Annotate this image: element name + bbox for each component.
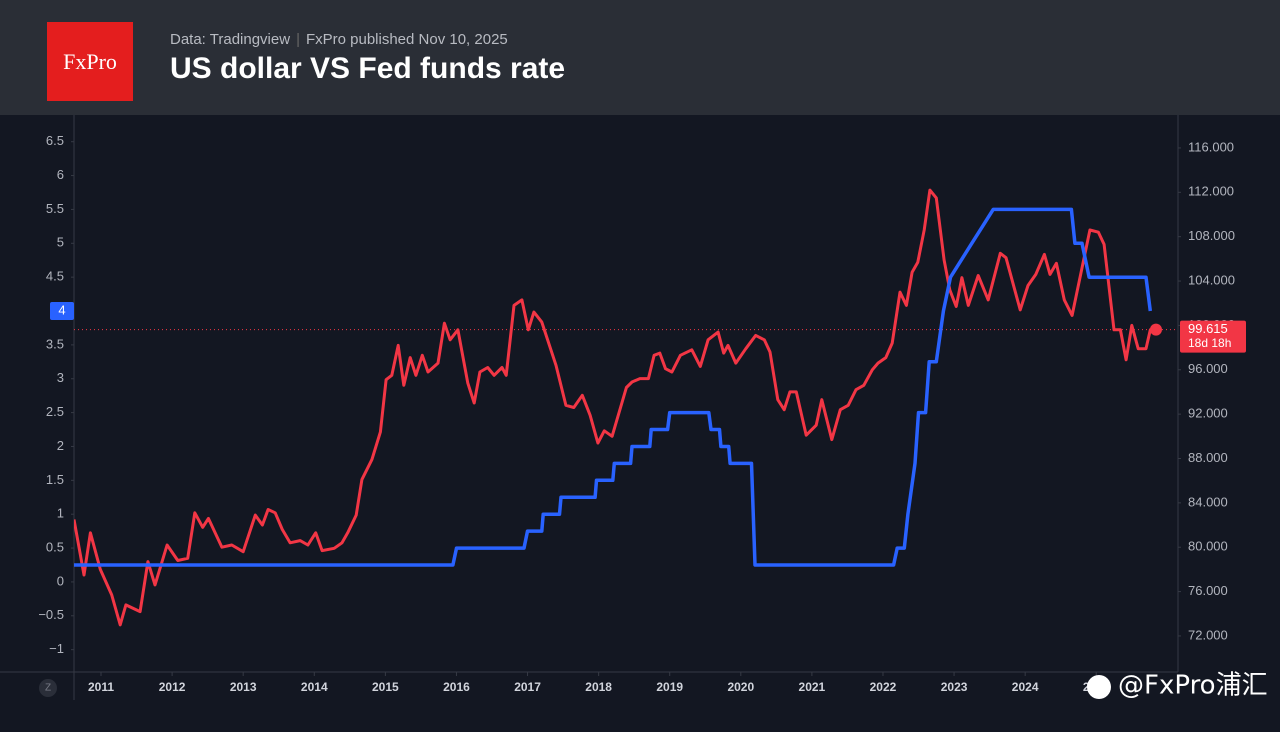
zoom-label: Z [45,683,51,694]
price-tag-label: 99.615 [1188,321,1228,336]
zoom-button[interactable] [39,679,57,697]
last-point [1149,323,1162,336]
x-tick-label: 2012 [159,680,186,694]
x-tick-label: 2014 [301,680,328,694]
y2-tick-label: 84.000 [1188,494,1228,509]
x-tick-label: 2018 [585,680,612,694]
x-tick-label: 2019 [656,680,683,694]
x-tick-label: 2016 [443,680,470,694]
x-tick-label: 2011 [88,680,114,694]
published: FxPro published Nov 10, 2025 [305,31,508,48]
x-tick-label: 2022 [870,680,897,694]
y-tick-label: −1 [49,641,64,656]
y2-tick-label: 88.000 [1188,450,1228,465]
price-tag-label: 4 [58,302,65,317]
countdown-label: 18d 18h [1188,336,1231,350]
y-tick-label: 0 [57,573,64,588]
y2-tick-label: 96.000 [1188,361,1228,376]
x-tick-label: 2015 [372,680,399,694]
y2-tick-label: 116.000 [1188,139,1234,154]
price-tag [50,302,74,321]
series-line [74,188,1157,627]
chart: Z −1 −0.5 0 0.5 1 1.5 2 2.5 3 3.5 4 4.5 5 5.5 6 6.5 72.0… [0,115,1268,701]
series-line [74,207,1153,567]
y-tick-label: 2.5 [46,404,64,419]
x-tick-label: 2013 [230,680,257,694]
y2-tick-label: 92.000 [1188,406,1228,421]
x-tick-label: 2023 [941,680,968,694]
y2-tick-label: 108.000 [1188,228,1235,243]
y-tick-label: 4.5 [46,269,64,284]
y2-tick-label: 104.000 [1188,272,1235,287]
subtitle: Data: Tradingview | FxPro published Nov 10… [170,31,508,48]
y-tick-label: 1 [57,506,64,521]
y2-tick-label: 72.000 [1188,627,1228,642]
watermark-icon [1087,675,1111,699]
y-tick-label: 1.5 [46,472,64,487]
plot [74,188,1178,627]
price-tag [1180,320,1246,353]
y-tick-label: 5 [57,235,64,250]
x-tick-label: 2024 [1012,680,1039,694]
x-tick-label: 2020 [727,680,754,694]
y2-tick-label: 76.000 [1188,583,1228,598]
x-tick-label: 2017 [514,680,541,694]
watermark: @FxPro浦汇 [1118,671,1268,701]
y-tick-label: 0.5 [46,539,64,554]
x-tick-label: 2021 [799,680,826,694]
chart-title: US dollar VS Fed funds rate [170,52,566,85]
y-tick-label: 5.5 [46,201,64,216]
source: Data: Tradingview [170,31,291,48]
y-tick-label: 3.5 [46,336,64,351]
y2-tick-label: 80.000 [1188,539,1228,554]
y-tick-label: 2 [57,438,64,453]
header: FxPro Data: Tradingview | FxPro published … [0,0,1280,115]
y2-tick-label: 112.000 [1188,184,1234,199]
y-tick-label: 6.5 [46,133,64,148]
y-tick-label: −0.5 [38,607,64,622]
y-tick-label: 3 [57,370,64,385]
y-tick-label: 6 [57,167,64,182]
logo: FxPro [47,22,133,101]
